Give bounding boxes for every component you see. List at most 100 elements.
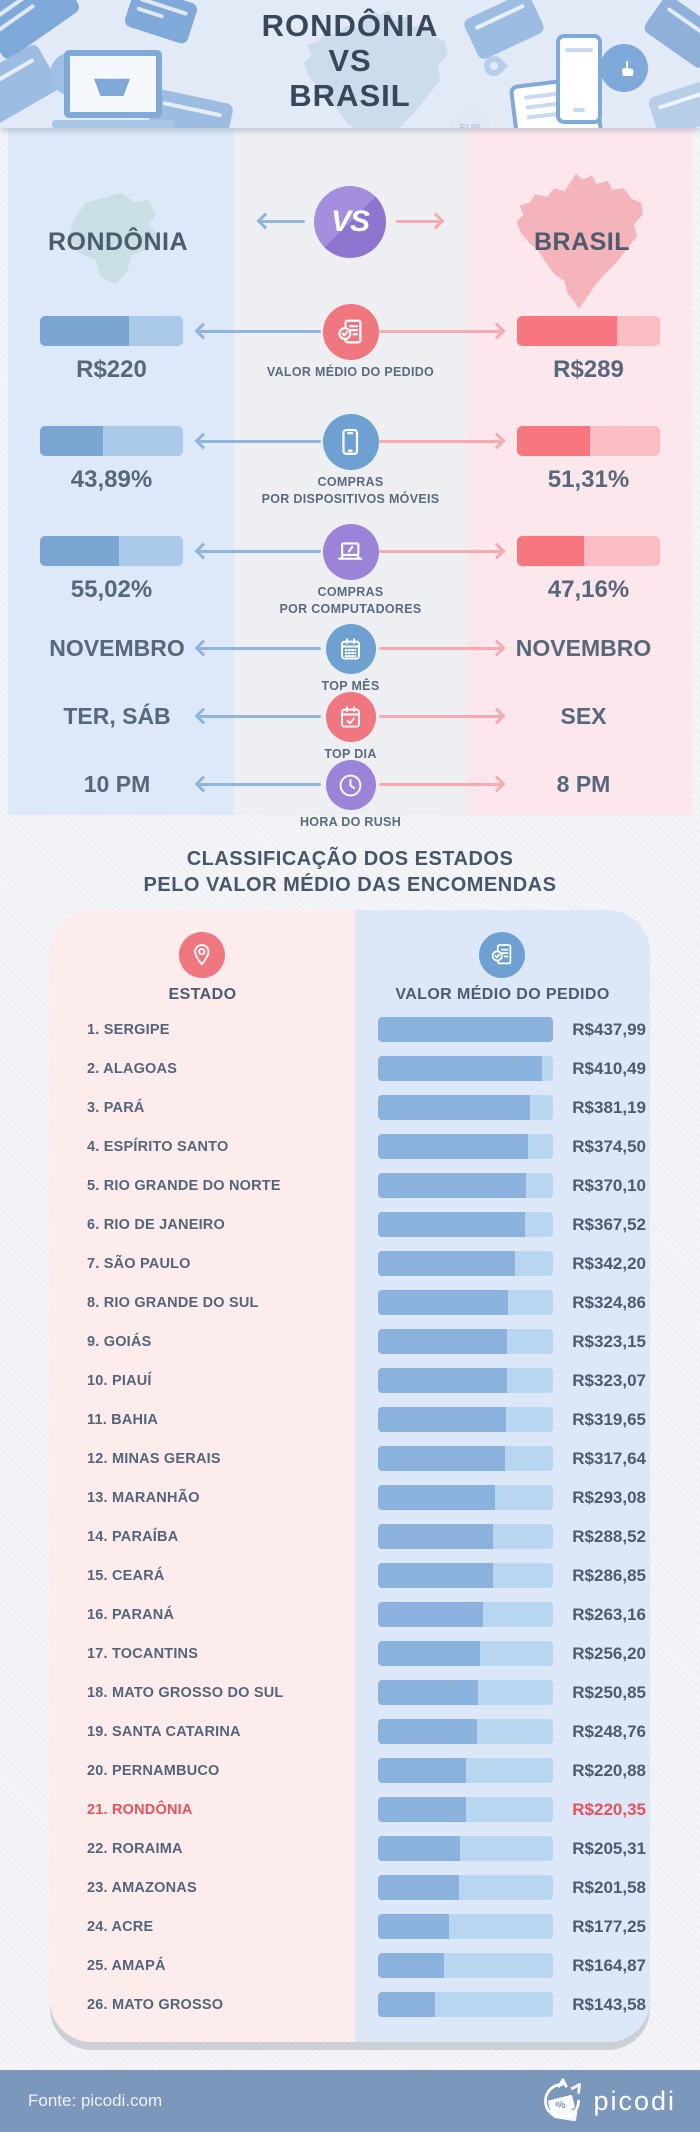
value-label: R$164,87 [572, 1955, 646, 1975]
ranking-row: 1. SERGIPE R$437,99 [50, 1010, 650, 1049]
ranking-row: 7. SÃO PAULO R$342,20 [50, 1244, 650, 1283]
state-label: 16. PARANÁ [87, 1606, 175, 1623]
ranking-row: 9. GOIÁS R$323,15 [50, 1322, 650, 1361]
vs-right-arrow-icon [396, 220, 440, 223]
left-stat-value: R$220 [76, 356, 147, 383]
right-arrow-icon [379, 330, 501, 333]
state-label: 13. MARANHÃO [87, 1489, 200, 1506]
right-stat-bar [517, 536, 660, 566]
source-text: Fonte: picodi.com [28, 2091, 163, 2110]
tap-hand-icon [600, 44, 648, 92]
value-bar [378, 1563, 553, 1588]
state-label: 21. RONDÔNIA [87, 1801, 193, 1818]
state-label: 26. MATO GROSSO [87, 1996, 224, 2013]
right-region-name: BRASIL [533, 227, 631, 256]
comparison-stat-row: 10 PM HORA DO RUSH 8 PM [0, 760, 700, 829]
state-label: 23. AMAZONAS [87, 1879, 197, 1896]
picodi-logo-icon: % [544, 2078, 582, 2122]
value-bar [378, 1485, 553, 1510]
stat-label: TOP DIA [324, 747, 377, 761]
left-arrow-icon [199, 440, 321, 443]
left-arrow-icon [199, 783, 321, 786]
left-stat-value: NOVEMBRO [49, 635, 185, 661]
ranking-row: 16. PARANÁ R$263,16 [50, 1595, 650, 1634]
brand-name: picodi [593, 2085, 676, 2116]
value-bar [378, 1992, 553, 2017]
state-column-bg [50, 910, 355, 2042]
brasil-silhouette-icon [303, 8, 448, 128]
left-stat-value: TER, SÁB [63, 703, 171, 729]
value-label: R$177,25 [572, 1916, 646, 1936]
ranking-row: 13. MARANHÃO R$293,08 [50, 1478, 650, 1517]
page-title-line2: VS [328, 43, 372, 78]
state-label: 15. CEARÁ [87, 1567, 165, 1584]
comparison-stat-row: TER, SÁB TOP DIA SEX [0, 692, 700, 761]
state-label: 5. RIO GRANDE DO NORTE [87, 1177, 281, 1194]
state-label: 18. MATO GROSSO DO SUL [87, 1684, 284, 1701]
ranking-row: 5. RIO GRANDE DO NORTE R$370,10 [50, 1166, 650, 1205]
left-stat-value: 10 PM [83, 771, 151, 797]
brasil-map-icon [516, 173, 643, 309]
map-pin-icon [179, 932, 225, 978]
value-label: R$381,19 [572, 1097, 646, 1117]
ranking-row: 23. AMAZONAS R$201,58 [50, 1868, 650, 1907]
state-label: 2. ALAGOAS [87, 1060, 178, 1077]
ranking-row: 19. SANTA CATARINA R$248,76 [50, 1712, 650, 1751]
left-arrow-icon [199, 550, 321, 553]
value-bar [378, 1407, 553, 1432]
page-title-line3: BRASIL [289, 78, 411, 113]
value-bar [378, 1251, 553, 1276]
value-column-header: VALOR MÉDIO DO PEDIDO [395, 986, 610, 1003]
value-bar [378, 1953, 553, 1978]
laptop-shopping-icon [52, 50, 174, 128]
value-bar [378, 1446, 553, 1471]
value-label: R$248,76 [572, 1721, 646, 1741]
value-label: R$263,16 [572, 1604, 646, 1624]
receipt-check-icon [479, 932, 525, 978]
right-arrow-icon [379, 550, 501, 553]
value-label: R$324,86 [572, 1292, 646, 1312]
laptop-icon [322, 524, 379, 580]
right-arrow-icon [379, 647, 501, 650]
value-bar [378, 1797, 553, 1822]
right-stat-value: 47,16% [547, 576, 630, 603]
ranking-row: 26. MATO GROSSO R$143,58 [50, 1985, 650, 2024]
value-bar [378, 1524, 553, 1549]
value-bar [378, 1173, 553, 1198]
page-title-line1: RONDÔNIA [261, 8, 439, 43]
stat-label: COMPRAS POR COMPUTADORES [279, 585, 422, 616]
ranking-card: ESTADO VALOR MÉDIO DO PEDIDO 1. SERGIPE … [50, 910, 650, 2042]
receipt-check-icon [322, 304, 379, 360]
value-label: R$410,49 [572, 1058, 646, 1078]
state-label: 11. BAHIA [87, 1411, 159, 1428]
right-stat-value: NOVEMBRO [515, 635, 652, 661]
value-label: R$201,58 [572, 1877, 646, 1897]
comparison-stat-row: 43,89% COMPRAS POR DISPOSITIVOS MÓVEIS 51… [0, 414, 700, 524]
value-label: R$205,31 [572, 1838, 646, 1858]
value-bar [378, 1836, 553, 1861]
ranking-row: 18. MATO GROSSO DO SUL R$250,85 [50, 1673, 650, 1712]
vs-badge: VS [314, 186, 386, 258]
value-label: R$220,88 [572, 1760, 646, 1780]
ranking-row: 2. ALAGOAS R$410,49 [50, 1049, 650, 1088]
ranking-row: 25. AMAPÁ R$164,87 [50, 1946, 650, 1985]
ranking-row: 12. MINAS GERAIS R$317,64 [50, 1439, 650, 1478]
value-label: R$319,65 [572, 1409, 646, 1429]
value-bar [378, 1212, 553, 1237]
state-label: 6. RIO DE JANEIRO [87, 1216, 225, 1233]
left-arrow-icon [199, 330, 321, 333]
footer: Fonte: picodi.com % picodi [0, 2070, 700, 2132]
value-bar [378, 1680, 553, 1705]
ranking-title-line1: CLASSIFICAÇÃO DOS ESTADOS [186, 848, 514, 870]
value-label: R$342,20 [572, 1253, 646, 1273]
ranking-row: 17. TOCANTINS R$256,20 [50, 1634, 650, 1673]
eur-coin-icon: EUR [450, 108, 490, 128]
value-label: R$437,99 [572, 1019, 646, 1039]
value-bar [378, 1641, 553, 1666]
value-label: R$367,52 [572, 1214, 646, 1234]
comparison-section: RONDÔNIA BRASIL VS R$220 VALOR MÉDIO DO … [0, 128, 700, 829]
ranking-row: 20. PERNAMBUCO R$220,88 [50, 1751, 650, 1790]
value-bar [378, 1329, 553, 1354]
left-arrow-icon [199, 715, 321, 718]
